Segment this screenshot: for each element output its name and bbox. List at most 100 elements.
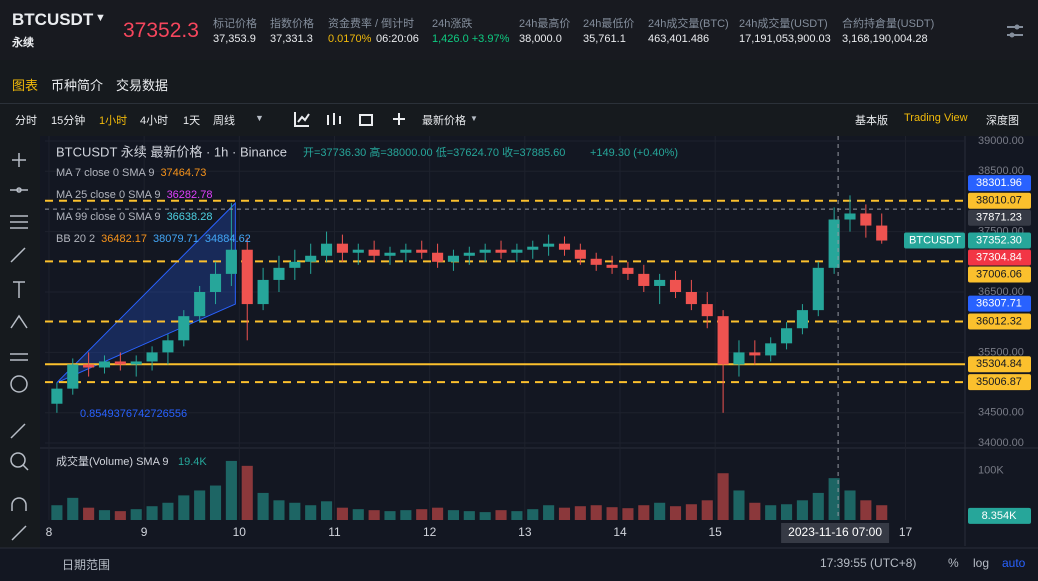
- candle-body: [574, 249, 586, 259]
- y-tick-label: 39000.00: [978, 136, 1024, 147]
- stat-label: 24h成交量(USDT): [739, 18, 828, 30]
- volume-bar: [828, 478, 840, 520]
- candle-body: [83, 364, 95, 368]
- price-marker-box: [968, 175, 1031, 192]
- candle-body: [432, 252, 444, 262]
- toolbar-icon[interactable]: [0, 0, 520, 135]
- volume-bar: [241, 465, 253, 520]
- candle-body: [543, 243, 555, 247]
- scale-option[interactable]: log: [973, 556, 990, 570]
- stat-value: 1,426.0 +3.97%: [432, 33, 510, 45]
- candle-body: [479, 249, 491, 253]
- stat-value: 463,401.486: [648, 33, 710, 45]
- interval[interactable]: 1小时: [99, 115, 128, 127]
- interval[interactable]: 1天: [183, 115, 201, 127]
- symbol[interactable]: BTCUSDT: [12, 10, 94, 29]
- volume-bar: [511, 511, 523, 520]
- settings-icon[interactable]: [1005, 22, 1025, 40]
- candle-body: [765, 343, 777, 356]
- candle-body: [638, 273, 650, 286]
- volume-bar: [305, 505, 317, 520]
- volume-bar: [590, 505, 602, 520]
- candle-body: [447, 255, 459, 262]
- interval-dropdown[interactable]: ▼: [255, 113, 264, 123]
- stat-label: 指数价格: [270, 18, 314, 30]
- x-tick-label: 10: [233, 525, 247, 539]
- volume-bar: [178, 495, 190, 520]
- volume-bar: [162, 502, 174, 520]
- price-marker-box: [968, 374, 1031, 391]
- candle-body: [114, 361, 126, 365]
- symbol-dropdown[interactable]: ▼: [95, 12, 106, 24]
- price-marker-box: [968, 266, 1031, 283]
- scale-option[interactable]: auto: [1002, 556, 1026, 570]
- volume-sma: 19.4K: [178, 456, 207, 468]
- interval[interactable]: 15分钟: [51, 115, 86, 127]
- chart: 39000.0038500.0037500.0036500.0035500.00…: [0, 136, 1038, 581]
- toolbar-icon[interactable]: [0, 0, 520, 135]
- volume-marker-label: 8.354K: [982, 510, 1018, 522]
- price-marker-label: 36307.71: [976, 298, 1022, 310]
- interval[interactable]: 周线: [213, 115, 235, 127]
- date-range[interactable]: 日期范围: [62, 558, 111, 572]
- price-tag: BTCUSDT: [909, 234, 961, 246]
- volume-bar: [749, 502, 761, 520]
- y-tick-label: 35500.00: [978, 346, 1024, 358]
- tab[interactable]: 图表: [12, 78, 39, 93]
- price-marker-label: 35006.87: [976, 376, 1022, 388]
- last-price: 37352.3: [123, 19, 199, 42]
- toolbar-icon[interactable]: [0, 0, 520, 135]
- candle-body: [590, 258, 602, 265]
- interval[interactable]: 分时: [15, 115, 37, 127]
- price-type[interactable]: 最新价格: [422, 115, 466, 127]
- volume-bar: [543, 505, 555, 520]
- x-tick-label: 8: [46, 525, 53, 539]
- volume-bar: [812, 492, 824, 520]
- header-bar: [0, 0, 1038, 60]
- volume-bar: [685, 504, 697, 520]
- volume-bar: [558, 507, 571, 520]
- price-marker-label: 37304.84: [976, 251, 1022, 263]
- price-marker-label: 36012.32: [976, 315, 1022, 327]
- tab[interactable]: 币种简介: [51, 78, 104, 93]
- scale-option[interactable]: %: [948, 556, 959, 570]
- stat-value: 37,331.3: [270, 33, 313, 45]
- stat-value: 17,191,053,900.03: [739, 33, 831, 45]
- interval[interactable]: 4小时: [140, 115, 169, 127]
- candle-body: [749, 352, 761, 356]
- stat-countdown: 06:20:06: [376, 33, 419, 45]
- candle-body: [368, 249, 380, 256]
- volume-bar: [654, 502, 666, 520]
- candle-body: [162, 340, 174, 353]
- candle-body: [130, 361, 142, 365]
- candle-body: [321, 243, 333, 256]
- y-tick-label: 36500.00: [978, 286, 1024, 298]
- volume-bar: [321, 501, 333, 520]
- candle-body: [860, 213, 872, 226]
- price-marker-box: [968, 313, 1031, 330]
- candle-body: [463, 252, 475, 256]
- y-tick-label: 38500.00: [978, 165, 1024, 177]
- candle-body: [305, 255, 317, 262]
- chart-legend: BTCUSDT 永续 最新价格 · 1h · Binance: [56, 144, 287, 159]
- volume-legend: 成交量(Volume) SMA 9: [56, 454, 168, 468]
- candle-body: [781, 328, 793, 344]
- view-option[interactable]: Trading View: [904, 112, 968, 124]
- volume-bar: [527, 509, 539, 520]
- tab[interactable]: 交易数据: [116, 78, 169, 93]
- volume-bar: [463, 511, 475, 520]
- stat-value: 35,761.1: [583, 33, 626, 45]
- candle-body: [828, 219, 840, 268]
- stat-value: 38,000.0: [519, 33, 562, 45]
- candle-body: [336, 243, 348, 253]
- volume-bar: [225, 460, 237, 520]
- view-option[interactable]: 基本版: [855, 115, 888, 127]
- volume-bar: [622, 508, 634, 520]
- view-option[interactable]: 深度图: [986, 115, 1019, 127]
- price-marker-label: 38301.96: [976, 177, 1022, 189]
- toolbar-icon[interactable]: [0, 0, 520, 135]
- price-type-dropdown[interactable]: ▼: [470, 114, 478, 123]
- volume-bar: [83, 507, 95, 520]
- price-marker-box: [968, 192, 1031, 209]
- stat-value: 0.0170%: [328, 33, 372, 45]
